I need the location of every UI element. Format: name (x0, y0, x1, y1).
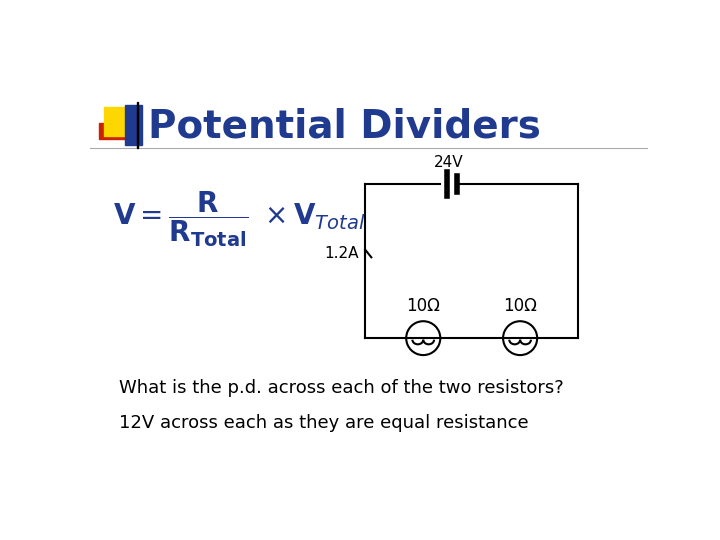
Bar (99, 123, 138, 139)
Text: Potential Dividers: Potential Dividers (148, 107, 541, 145)
Text: 10Ω: 10Ω (406, 297, 440, 315)
Text: 24V: 24V (434, 156, 464, 170)
Text: $\mathbf{V} = \dfrac{\mathbf{R}}{\mathbf{R}_{\mathbf{Total}}}\ \times \mathbf{V}: $\mathbf{V} = \dfrac{\mathbf{R}}{\mathbf… (113, 189, 366, 248)
Text: 12V across each as they are equal resistance: 12V across each as they are equal resist… (120, 414, 529, 432)
Text: 1.2A: 1.2A (325, 246, 359, 261)
Bar (137, 102, 138, 148)
Text: What is the p.d. across each of the two resistors?: What is the p.d. across each of the two … (120, 379, 564, 397)
Text: 10Ω: 10Ω (503, 297, 537, 315)
Bar (104, 107, 133, 137)
Bar (125, 105, 142, 145)
